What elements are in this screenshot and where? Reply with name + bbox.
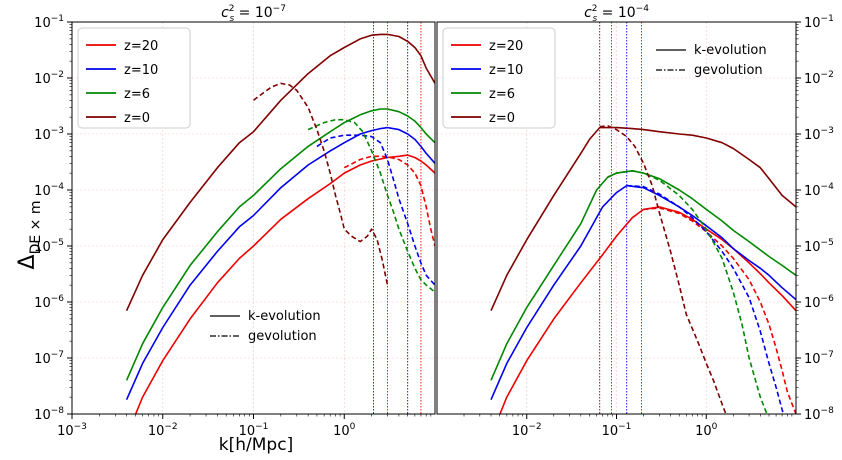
y-tick-label: 10−4 (34, 182, 64, 199)
y-tick-label: 10−5 (34, 238, 64, 255)
y-tick-label: 10−1 (34, 14, 64, 31)
y-tick-label: 10−6 (804, 294, 834, 311)
series-line-0-k-evolution (499, 206, 796, 414)
series-line-0-k-evolution (134, 154, 435, 414)
x-tick-label: 100 (333, 422, 356, 439)
y-tick-label: 10−3 (34, 126, 64, 143)
left-panel: 10−3 10−2 10−1 100 10−8 10−7 10−6 10−5 10−4 10−3 1… (34, 4, 436, 439)
y-tick-label: 10−2 (34, 70, 64, 87)
style-legend-label: gevolution (694, 63, 763, 78)
series-line-2-gevolution (607, 170, 768, 414)
y-tick-label: 10−7 (804, 350, 834, 367)
style-legend-label: k-evolution (694, 43, 767, 58)
series-line-3-gevolution (253, 82, 389, 286)
y-axis-label-sub: DE × m (28, 201, 44, 255)
legend-label: z=20 (124, 39, 158, 54)
plot-area (125, 22, 435, 414)
legend-label: z=6 (489, 87, 515, 102)
series-line-2-k-evolution (490, 170, 796, 381)
y-tick-label: 10−5 (804, 238, 834, 255)
style-legend-label: k-evolution (248, 309, 321, 324)
y-tick-label: 10−6 (34, 294, 64, 311)
legend-label: z=10 (489, 63, 523, 78)
y-tick-label: 10−8 (804, 406, 834, 423)
legend-label: z=0 (489, 111, 515, 126)
legend-label: z=6 (124, 87, 150, 102)
x-tick-label: 10−2 (148, 422, 178, 439)
series-line-2-gevolution (307, 118, 435, 293)
panel-title: c2 s = 10−4 (584, 4, 649, 24)
series-line-1-gevolution (626, 184, 785, 414)
y-axis-label: ΔDE × m (15, 201, 44, 270)
y-tick-label: 10−3 (804, 126, 834, 143)
panel-title: c2 s = 10−7 (221, 4, 286, 24)
x-tick-label: 10−3 (57, 422, 87, 439)
y-tick-label: 10−8 (34, 406, 64, 423)
series-line-2-k-evolution (125, 108, 435, 381)
right-panel: 10−2 10−1 100 10−8 10−7 10−6 10−5 10−4 10−3 10−2 1… (436, 4, 834, 439)
series-line-1-k-evolution (490, 184, 796, 401)
y-tick-label: 10−7 (34, 350, 64, 367)
series-line-1-gevolution (316, 134, 435, 286)
series-line-3-gevolution (599, 125, 727, 414)
x-tick-label: 10−1 (239, 422, 269, 439)
series-line-0-gevolution (643, 207, 796, 414)
plot-area (490, 22, 796, 414)
x-tick-label: 10−1 (602, 422, 632, 439)
y-tick-label: 10−2 (804, 70, 834, 87)
y-tick-label: 10−1 (804, 14, 834, 31)
series-line-1-k-evolution (125, 126, 435, 401)
legend-box (442, 27, 556, 129)
x-axis-label: k[h/Mpc] (219, 435, 293, 455)
x-tick-label: 10−2 (512, 422, 542, 439)
series-line-3-k-evolution (490, 126, 796, 312)
legend-label: z=0 (124, 111, 150, 126)
series-line-3-k-evolution (125, 33, 435, 312)
style-legend-label: gevolution (248, 329, 317, 344)
legend-label: z=10 (124, 63, 158, 78)
y-tick-label: 10−4 (804, 182, 834, 199)
legend-label: z=20 (489, 39, 523, 54)
x-tick-label: 100 (695, 422, 718, 439)
series-line-0-gevolution (343, 155, 435, 247)
legend-box (77, 27, 191, 129)
